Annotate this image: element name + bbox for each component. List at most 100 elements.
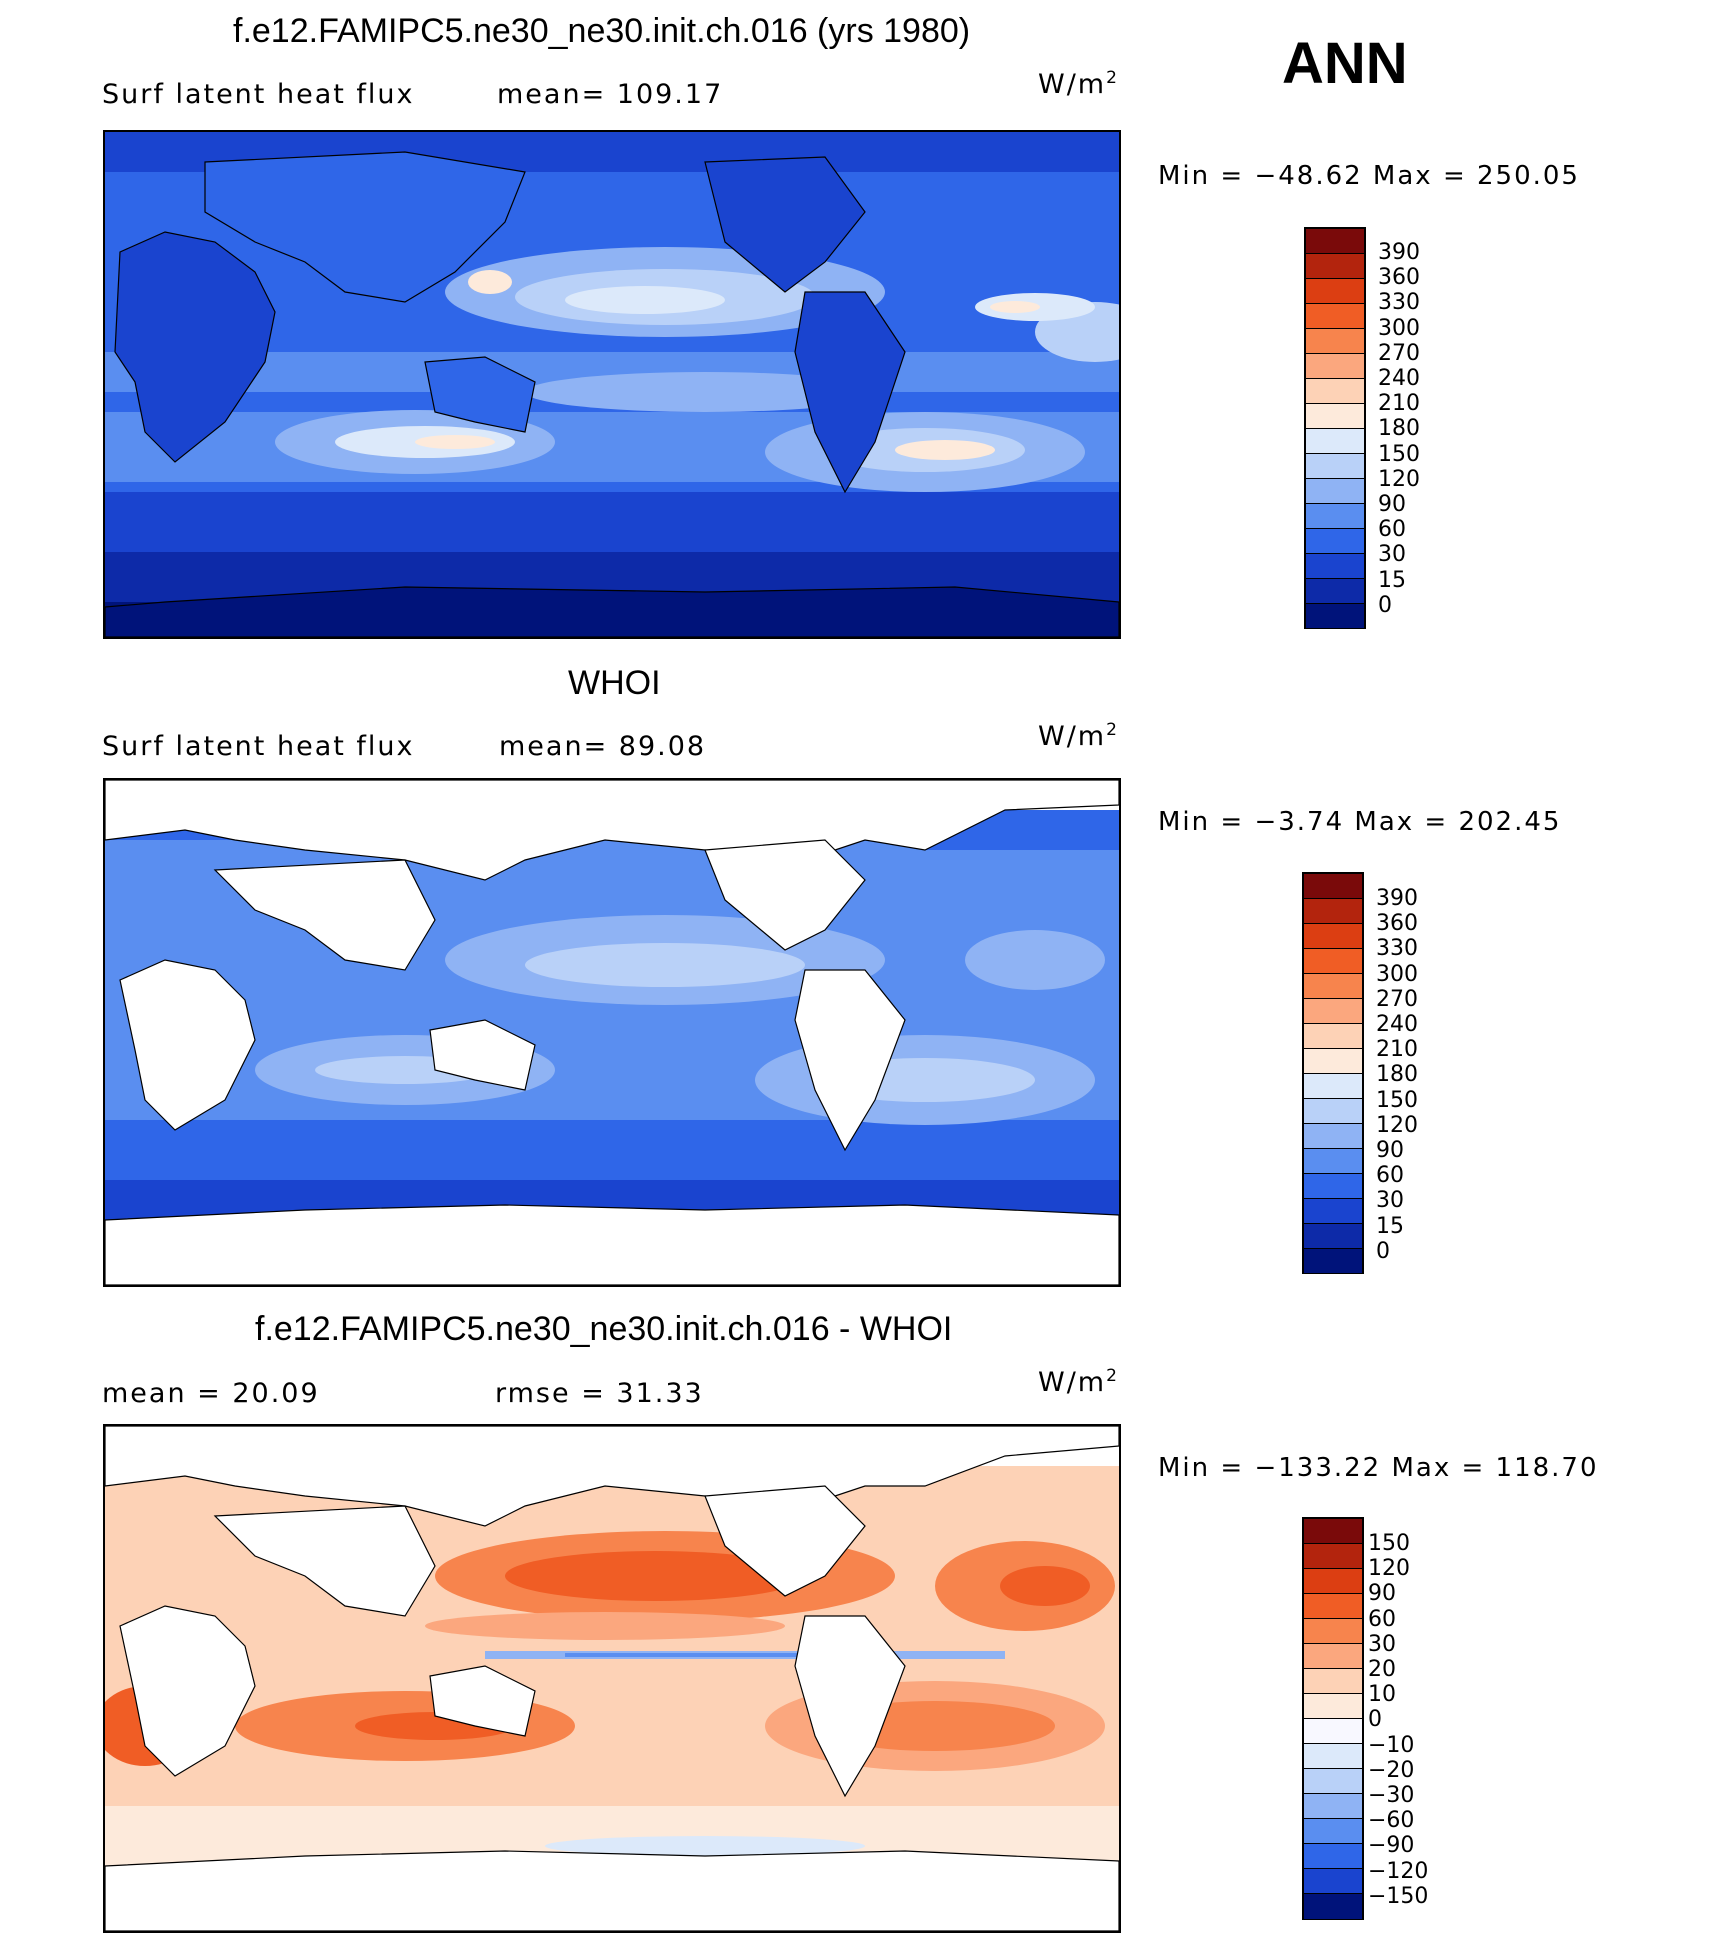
- panel1-title: f.e12.FAMIPC5.ne30_ne30.init.ch.016 (yrs…: [233, 12, 971, 50]
- panel2-units-base: W/m: [1038, 721, 1107, 752]
- panel3-colorbar-swatch: [1304, 1819, 1362, 1844]
- colorbar-tick-label: 90: [1368, 1581, 1396, 1607]
- panel3-colorbar-labels: 150 120 90 60 30 20 10 0 −10 −20 −30 −60…: [1368, 1531, 1428, 1909]
- panel2-colorbar-swatch: [1304, 974, 1362, 999]
- colorbar-tick-label: 300: [1378, 315, 1420, 341]
- panel3-colorbar-swatch: [1304, 1894, 1362, 1919]
- colorbar-tick-label: 60: [1376, 1163, 1404, 1189]
- panel2-colorbar-swatch: [1304, 1049, 1362, 1074]
- panel1-colorbar-swatch: [1306, 479, 1364, 504]
- colorbar-tick-label: 240: [1378, 366, 1420, 392]
- panel2-units: W/m2: [1038, 720, 1119, 752]
- panel2-colorbar-swatch: [1304, 949, 1362, 974]
- panel1-units-exp: 2: [1106, 68, 1119, 88]
- colorbar-tick-label: 300: [1376, 961, 1418, 987]
- colorbar-tick-label: −10: [1368, 1732, 1415, 1758]
- panel1-colorbar-swatch: [1306, 379, 1364, 404]
- panel3-colorbar-swatch: [1304, 1844, 1362, 1869]
- panel3-colorbar-swatch: [1304, 1619, 1362, 1644]
- panel1-colorbar-swatch: [1306, 279, 1364, 304]
- panel2-colorbar-swatch: [1304, 874, 1362, 899]
- panel3-colorbar-swatch: [1304, 1694, 1362, 1719]
- panel2-colorbar-swatch: [1304, 899, 1362, 924]
- panel3-minmax: Min = −133.22 Max = 118.70: [1158, 1453, 1599, 1483]
- panel2-variable-label: Surf latent heat flux: [102, 731, 415, 762]
- panel2-colorbar-swatch: [1304, 1024, 1362, 1049]
- panel3-colorbar-swatch: [1304, 1794, 1362, 1819]
- panel1-colorbar-swatch: [1306, 429, 1364, 454]
- colorbar-tick-label: 15: [1378, 567, 1406, 593]
- panel1-units-base: W/m: [1038, 69, 1107, 100]
- panel1-minmax: Min = −48.62 Max = 250.05: [1158, 161, 1580, 191]
- panel1-colorbar-swatch: [1306, 354, 1364, 379]
- panel1-colorbar-swatch: [1306, 529, 1364, 554]
- panel1-colorbar-swatch: [1306, 454, 1364, 479]
- colorbar-tick-label: 150: [1368, 1531, 1410, 1556]
- colorbar-tick-label: −30: [1368, 1783, 1415, 1809]
- colorbar-tick-label: 10: [1368, 1682, 1396, 1708]
- colorbar-tick-label: 120: [1376, 1112, 1418, 1138]
- panel2-colorbar-swatch: [1304, 999, 1362, 1024]
- panel1-colorbar-swatch: [1306, 254, 1364, 279]
- panel3-colorbar-swatch: [1304, 1544, 1362, 1569]
- panel3-colorbar-swatch: [1304, 1744, 1362, 1769]
- panel3-title: f.e12.FAMIPC5.ne30_ne30.init.ch.016 - WH…: [255, 1310, 953, 1348]
- panel3-mean-label: mean = 20.09: [102, 1378, 320, 1409]
- colorbar-tick-label: 60: [1368, 1606, 1396, 1632]
- panel1-mean-label: mean= 109.17: [497, 79, 724, 110]
- colorbar-tick-label: 30: [1376, 1188, 1404, 1214]
- panel3-units-base: W/m: [1038, 1367, 1107, 1398]
- colorbar-tick-label: 210: [1376, 1037, 1418, 1063]
- colorbar-tick-label: 0: [1368, 1707, 1382, 1733]
- colorbar-tick-label: 120: [1378, 466, 1420, 492]
- panel2-units-exp: 2: [1106, 720, 1119, 740]
- colorbar-tick-label: 180: [1376, 1062, 1418, 1088]
- panel2-colorbar-swatch: [1304, 1099, 1362, 1124]
- panel3-colorbar: [1302, 1517, 1364, 1920]
- colorbar-tick-label: 360: [1376, 911, 1418, 937]
- colorbar-tick-label: 60: [1378, 517, 1406, 543]
- season-label: ANN: [1282, 31, 1408, 96]
- panel1-colorbar-swatch: [1306, 554, 1364, 579]
- panel2-colorbar: [1302, 872, 1364, 1274]
- panel3-units: W/m2: [1038, 1366, 1119, 1398]
- panel3-colorbar-swatch: [1304, 1519, 1362, 1544]
- panel3-colorbar-swatch: [1304, 1644, 1362, 1669]
- panel1-colorbar-swatch: [1306, 304, 1364, 329]
- panel2-colorbar-swatch: [1304, 1174, 1362, 1199]
- colorbar-tick-label: 330: [1376, 936, 1418, 962]
- panel3-colorbar-swatch: [1304, 1869, 1362, 1894]
- panel2-minmax: Min = −3.74 Max = 202.45: [1158, 807, 1562, 837]
- colorbar-tick-label: 0: [1376, 1238, 1390, 1264]
- panel1-colorbar-swatch: [1306, 504, 1364, 529]
- panel2-colorbar-swatch: [1304, 1224, 1362, 1249]
- colorbar-tick-label: 390: [1378, 240, 1420, 265]
- colorbar-tick-label: 240: [1376, 1012, 1418, 1038]
- panel2-title: WHOI: [568, 664, 661, 702]
- panel1-colorbar-labels: 390 360 330 300 270 240 210 180 150 120 …: [1378, 240, 1420, 618]
- panel3-colorbar-swatch: [1304, 1594, 1362, 1619]
- colorbar-tick-label: −120: [1368, 1858, 1429, 1884]
- colorbar-tick-label: −90: [1368, 1833, 1415, 1859]
- panel3-colorbar-swatch: [1304, 1569, 1362, 1594]
- colorbar-tick-label: 150: [1376, 1087, 1418, 1113]
- panel1-units: W/m2: [1038, 68, 1119, 100]
- colorbar-tick-label: 20: [1368, 1657, 1396, 1683]
- panel1-variable-label: Surf latent heat flux: [102, 79, 415, 110]
- panel3-colorbar-swatch: [1304, 1769, 1362, 1794]
- panel3-colorbar-swatch: [1304, 1669, 1362, 1694]
- colorbar-tick-label: 0: [1378, 592, 1392, 618]
- panel1-colorbar-swatch: [1306, 329, 1364, 354]
- colorbar-tick-label: 150: [1378, 441, 1420, 467]
- panel3-colorbar-swatch: [1304, 1719, 1362, 1744]
- colorbar-tick-label: 90: [1378, 492, 1406, 518]
- colorbar-tick-label: 30: [1378, 542, 1406, 568]
- panel2-colorbar-labels: 390 360 330 300 270 240 210 180 150 120 …: [1376, 886, 1418, 1264]
- colorbar-tick-label: −20: [1368, 1757, 1415, 1783]
- colorbar-tick-label: 15: [1376, 1213, 1404, 1239]
- colorbar-tick-label: −60: [1368, 1808, 1415, 1834]
- panel3-map: [103, 1424, 1121, 1933]
- colorbar-tick-label: 330: [1378, 290, 1420, 316]
- panel1-colorbar: [1304, 227, 1366, 629]
- colorbar-tick-label: 270: [1378, 340, 1420, 366]
